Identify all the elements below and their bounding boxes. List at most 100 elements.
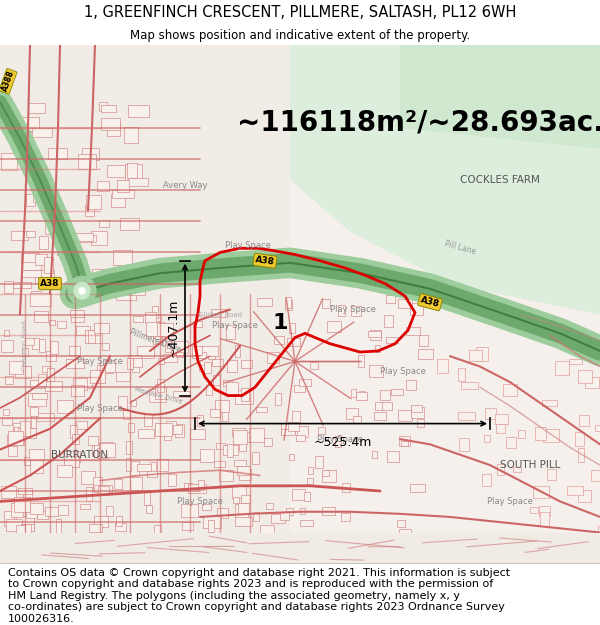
Bar — [503, 384, 517, 396]
Circle shape — [74, 282, 90, 299]
Bar — [518, 430, 524, 438]
Bar — [370, 331, 381, 340]
Bar — [386, 336, 398, 344]
Bar — [232, 429, 245, 436]
Bar — [100, 442, 113, 448]
Bar — [322, 469, 337, 481]
Bar — [127, 441, 132, 454]
Bar — [226, 382, 238, 394]
Bar — [292, 411, 299, 423]
Bar — [182, 522, 193, 530]
Bar — [335, 436, 341, 447]
Bar — [199, 365, 209, 371]
Bar — [14, 427, 25, 441]
Bar — [260, 525, 274, 537]
Bar — [50, 341, 58, 354]
Bar — [145, 312, 155, 322]
Bar — [57, 399, 73, 412]
Bar — [543, 429, 559, 442]
Bar — [16, 516, 34, 529]
Bar — [68, 241, 77, 248]
Bar — [157, 322, 173, 336]
Bar — [253, 512, 259, 521]
Bar — [341, 513, 350, 521]
Bar — [372, 451, 377, 458]
Bar — [214, 461, 225, 468]
Bar — [155, 423, 172, 436]
Bar — [133, 358, 142, 367]
Bar — [42, 366, 50, 372]
Bar — [92, 269, 110, 283]
Bar — [4, 112, 18, 120]
Bar — [164, 341, 170, 352]
Bar — [8, 446, 17, 456]
Bar — [131, 399, 136, 406]
Text: Gilston Road: Gilston Road — [198, 312, 242, 318]
Bar — [71, 385, 85, 396]
Bar — [7, 519, 22, 531]
Bar — [281, 423, 295, 434]
Bar — [299, 379, 311, 386]
Bar — [241, 361, 252, 369]
Bar — [147, 471, 157, 477]
Bar — [267, 352, 279, 363]
Bar — [97, 181, 109, 191]
Bar — [0, 532, 600, 562]
Bar — [318, 428, 325, 434]
Bar — [342, 482, 350, 492]
Bar — [49, 320, 55, 325]
Bar — [304, 492, 310, 501]
Bar — [58, 505, 68, 515]
Text: Avery Way: Avery Way — [163, 181, 207, 189]
Bar — [128, 423, 134, 432]
Bar — [11, 503, 23, 518]
Bar — [31, 415, 36, 428]
Bar — [356, 392, 367, 400]
Text: Play Space: Play Space — [225, 241, 271, 249]
Bar — [19, 428, 36, 438]
Bar — [168, 474, 176, 486]
Bar — [569, 359, 581, 364]
Bar — [45, 219, 53, 234]
Bar — [485, 408, 496, 419]
Bar — [547, 469, 556, 480]
Bar — [28, 103, 45, 113]
Bar — [173, 391, 190, 397]
Text: Meadow Drive: Meadow Drive — [133, 386, 183, 405]
Bar — [4, 511, 14, 526]
Bar — [86, 488, 92, 501]
Bar — [88, 331, 95, 342]
Bar — [46, 381, 62, 391]
Bar — [34, 311, 49, 322]
Text: Channon Road: Channon Road — [22, 321, 28, 371]
Bar — [533, 486, 549, 498]
Text: Play Space: Play Space — [487, 497, 533, 506]
Bar — [1, 486, 16, 498]
Bar — [47, 368, 54, 381]
Bar — [86, 195, 101, 209]
Bar — [286, 300, 292, 309]
Bar — [125, 164, 142, 180]
Bar — [158, 358, 164, 364]
Bar — [595, 354, 600, 363]
Bar — [2, 418, 12, 426]
Circle shape — [79, 288, 85, 294]
Bar — [274, 336, 284, 344]
Bar — [208, 352, 215, 359]
Bar — [149, 389, 166, 402]
Bar — [71, 312, 84, 322]
Bar — [101, 118, 120, 130]
Bar — [307, 478, 313, 484]
Bar — [238, 432, 251, 441]
Bar — [30, 503, 43, 514]
Bar — [38, 374, 46, 386]
Bar — [14, 497, 29, 512]
Bar — [1, 153, 17, 170]
Bar — [241, 494, 250, 503]
Bar — [105, 359, 115, 372]
Bar — [578, 489, 591, 502]
Bar — [322, 299, 330, 308]
Bar — [496, 424, 505, 432]
Bar — [55, 222, 68, 232]
Bar — [239, 439, 247, 451]
